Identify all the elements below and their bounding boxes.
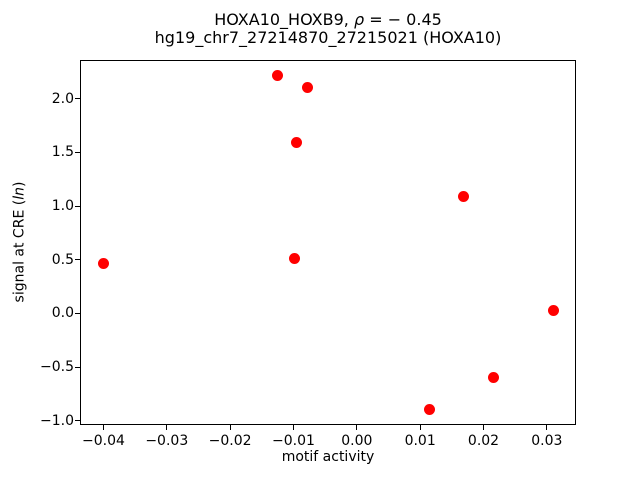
data-point <box>301 82 313 94</box>
x-tick-mark <box>229 425 231 430</box>
x-tick-mark <box>102 425 104 430</box>
chart-title: HOXA10_HOXB9, ρ = − 0.45 hg19_chr7_27214… <box>80 11 576 46</box>
y-tick-label: 0.0 <box>51 305 74 322</box>
x-tick-label: −0.01 <box>272 433 315 449</box>
y-tick-mark <box>75 205 80 207</box>
x-axis-label: motif activity <box>281 449 375 465</box>
x-tick-mark <box>292 425 294 430</box>
x-tick-label: 0.00 <box>341 433 373 449</box>
y-tick-mark <box>75 151 80 153</box>
y-tick-label: 0.5 <box>51 251 74 268</box>
y-tick-mark <box>75 366 80 368</box>
data-point <box>271 69 283 81</box>
x-tick-mark <box>166 425 168 430</box>
x-tick-mark <box>356 425 358 430</box>
x-tick-label: 0.02 <box>467 433 500 449</box>
data-point <box>424 404 436 416</box>
y-tick-mark <box>75 420 80 422</box>
y-tick-label: 1.5 <box>51 144 74 161</box>
x-tick-mark <box>419 425 421 430</box>
title-rho-symbol: ρ <box>353 10 365 29</box>
x-tick-label: −0.03 <box>145 433 189 449</box>
y-tick-mark <box>75 259 80 261</box>
data-point <box>97 258 109 270</box>
x-tick-label: 0.01 <box>404 433 436 449</box>
plot-area <box>80 60 576 425</box>
x-tick-label: 0.03 <box>531 433 563 449</box>
data-point <box>457 190 469 202</box>
x-tick-mark <box>483 425 484 430</box>
y-tick-label: −0.5 <box>40 359 74 376</box>
y-tick-label: −1.0 <box>40 412 74 429</box>
y-tick-mark <box>75 98 80 100</box>
y-axis-label-close: ) <box>11 181 28 188</box>
y-tick-label: 2.0 <box>51 90 74 107</box>
chart-title-line2: hg19_chr7_27214870_27215021 (HOXA10) <box>154 27 502 47</box>
chart-title-line1: HOXA10_HOXB9, ρ = − 0.45 <box>80 11 576 29</box>
x-tick-label: −0.02 <box>208 433 252 449</box>
data-point <box>288 253 300 265</box>
data-point <box>547 304 559 316</box>
x-tick-mark <box>546 425 548 430</box>
data-point <box>488 372 500 384</box>
title-rho-value: = − 0.45 <box>364 10 442 29</box>
title-gene-pair: HOXA10_HOXB9, <box>214 10 354 29</box>
y-tick-mark <box>75 312 80 314</box>
x-tick-label: −0.04 <box>81 433 125 449</box>
y-tick-label: 1.0 <box>51 198 74 214</box>
data-point <box>290 137 302 149</box>
